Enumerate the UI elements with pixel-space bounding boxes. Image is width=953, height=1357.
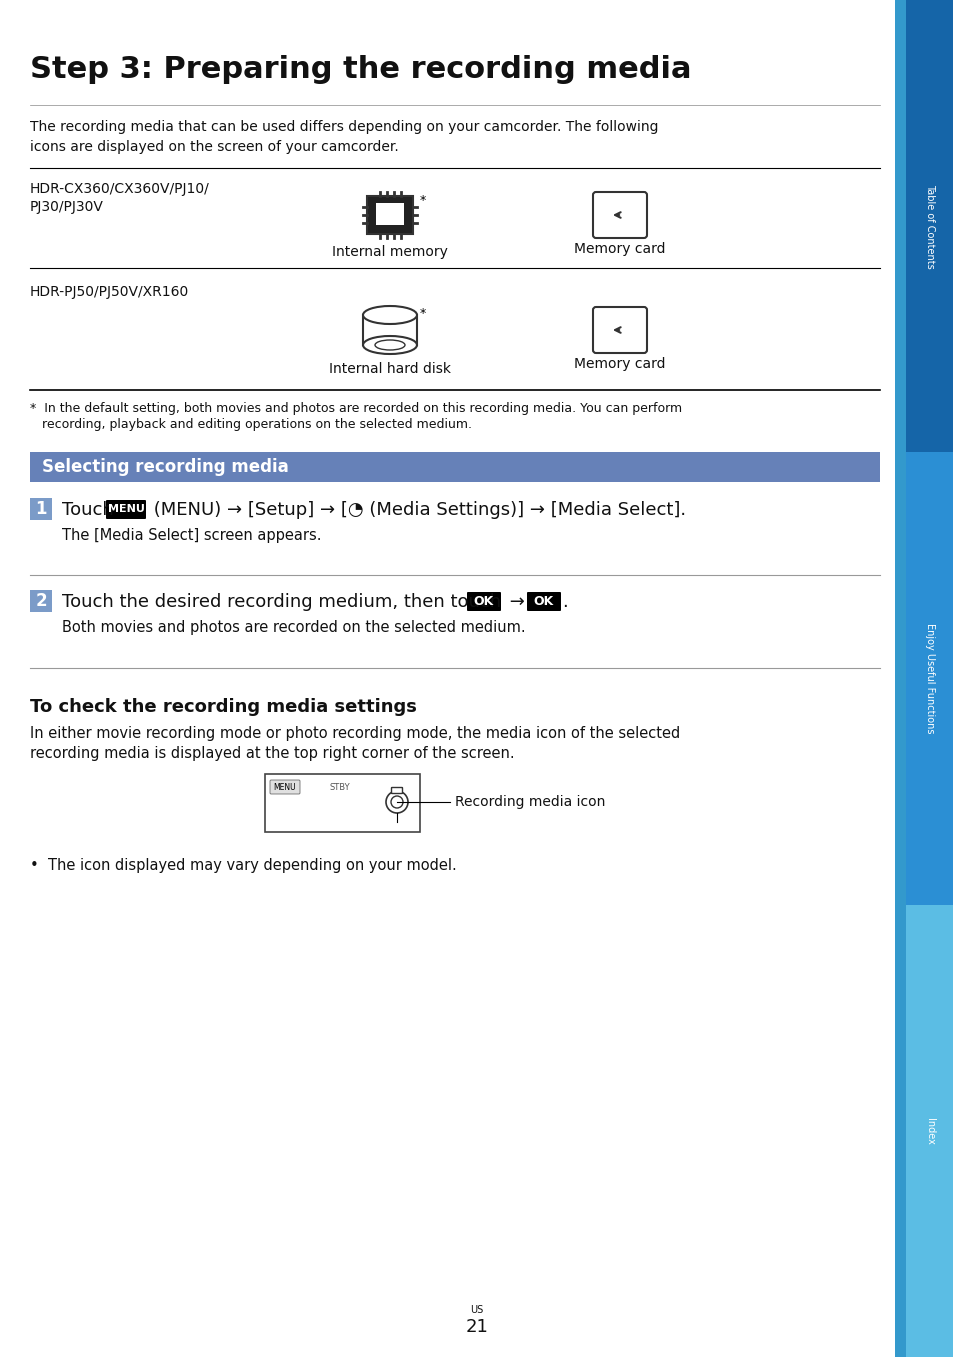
Text: (MENU) → [Setup] → [◔ (Media Settings)] → [Media Select].: (MENU) → [Setup] → [◔ (Media Settings)] … <box>148 501 685 518</box>
Text: Index: Index <box>924 1118 934 1144</box>
Text: recording media is displayed at the top right corner of the screen.: recording media is displayed at the top … <box>30 746 514 761</box>
Text: Selecting recording media: Selecting recording media <box>42 459 289 476</box>
Text: The [Media Select] screen appears.: The [Media Select] screen appears. <box>62 528 321 543</box>
Text: US: US <box>470 1305 483 1315</box>
Text: OK: OK <box>534 594 554 608</box>
Text: STBY: STBY <box>330 783 350 791</box>
Ellipse shape <box>363 337 416 354</box>
Text: *  In the default setting, both movies and photos are recorded on this recording: * In the default setting, both movies an… <box>30 402 681 415</box>
Text: MENU: MENU <box>108 505 144 514</box>
Text: Memory card: Memory card <box>574 242 665 256</box>
FancyBboxPatch shape <box>30 498 52 520</box>
Text: PJ30/PJ30V: PJ30/PJ30V <box>30 199 104 214</box>
Text: •  The icon displayed may vary depending on your model.: • The icon displayed may vary depending … <box>30 858 456 873</box>
FancyBboxPatch shape <box>526 592 560 611</box>
FancyBboxPatch shape <box>391 787 402 794</box>
Text: In either movie recording mode or photo recording mode, the media icon of the se: In either movie recording mode or photo … <box>30 726 679 741</box>
Text: *: * <box>419 194 426 208</box>
FancyBboxPatch shape <box>593 307 646 353</box>
Bar <box>905 0 953 452</box>
Text: →: → <box>503 593 530 611</box>
Bar <box>894 0 905 1357</box>
Text: 1: 1 <box>35 499 47 518</box>
Circle shape <box>391 797 402 807</box>
Text: Table of Contents: Table of Contents <box>924 183 934 269</box>
Text: icons are displayed on the screen of your camcorder.: icons are displayed on the screen of you… <box>30 140 398 153</box>
FancyBboxPatch shape <box>363 315 416 345</box>
Ellipse shape <box>375 341 405 350</box>
Text: Internal hard disk: Internal hard disk <box>329 362 451 376</box>
Polygon shape <box>596 195 605 205</box>
Text: Step 3: Preparing the recording media: Step 3: Preparing the recording media <box>30 56 691 84</box>
Text: Both movies and photos are recorded on the selected medium.: Both movies and photos are recorded on t… <box>62 620 525 635</box>
Text: To check the recording media settings: To check the recording media settings <box>30 697 416 716</box>
FancyBboxPatch shape <box>30 452 879 482</box>
Text: 2: 2 <box>35 592 47 611</box>
Text: The recording media that can be used differs depending on your camcorder. The fo: The recording media that can be used dif… <box>30 119 658 134</box>
FancyBboxPatch shape <box>467 592 500 611</box>
Ellipse shape <box>363 305 416 324</box>
Text: recording, playback and editing operations on the selected medium.: recording, playback and editing operatio… <box>30 418 472 432</box>
Text: .: . <box>561 593 567 611</box>
Text: Memory card: Memory card <box>574 357 665 370</box>
FancyBboxPatch shape <box>106 499 146 518</box>
Text: Touch: Touch <box>62 501 119 518</box>
Polygon shape <box>596 309 605 320</box>
Text: OK: OK <box>474 594 494 608</box>
Text: Internal memory: Internal memory <box>332 246 448 259</box>
Text: MENU: MENU <box>274 783 296 791</box>
FancyBboxPatch shape <box>270 780 299 794</box>
FancyBboxPatch shape <box>593 191 646 237</box>
Circle shape <box>386 791 408 813</box>
FancyBboxPatch shape <box>375 204 403 225</box>
Bar <box>905 905 953 1357</box>
FancyBboxPatch shape <box>30 590 52 612</box>
Text: HDR-CX360/CX360V/PJ10/: HDR-CX360/CX360V/PJ10/ <box>30 182 210 195</box>
FancyBboxPatch shape <box>265 773 419 832</box>
Text: Enjoy Useful Functions: Enjoy Useful Functions <box>924 623 934 734</box>
Text: *: * <box>419 307 426 320</box>
Text: Recording media icon: Recording media icon <box>455 795 605 809</box>
FancyBboxPatch shape <box>367 195 413 233</box>
Bar <box>905 452 953 905</box>
Text: Touch the desired recording medium, then touch: Touch the desired recording medium, then… <box>62 593 506 611</box>
Text: HDR-PJ50/PJ50V/XR160: HDR-PJ50/PJ50V/XR160 <box>30 285 189 299</box>
Text: 21: 21 <box>465 1318 488 1337</box>
